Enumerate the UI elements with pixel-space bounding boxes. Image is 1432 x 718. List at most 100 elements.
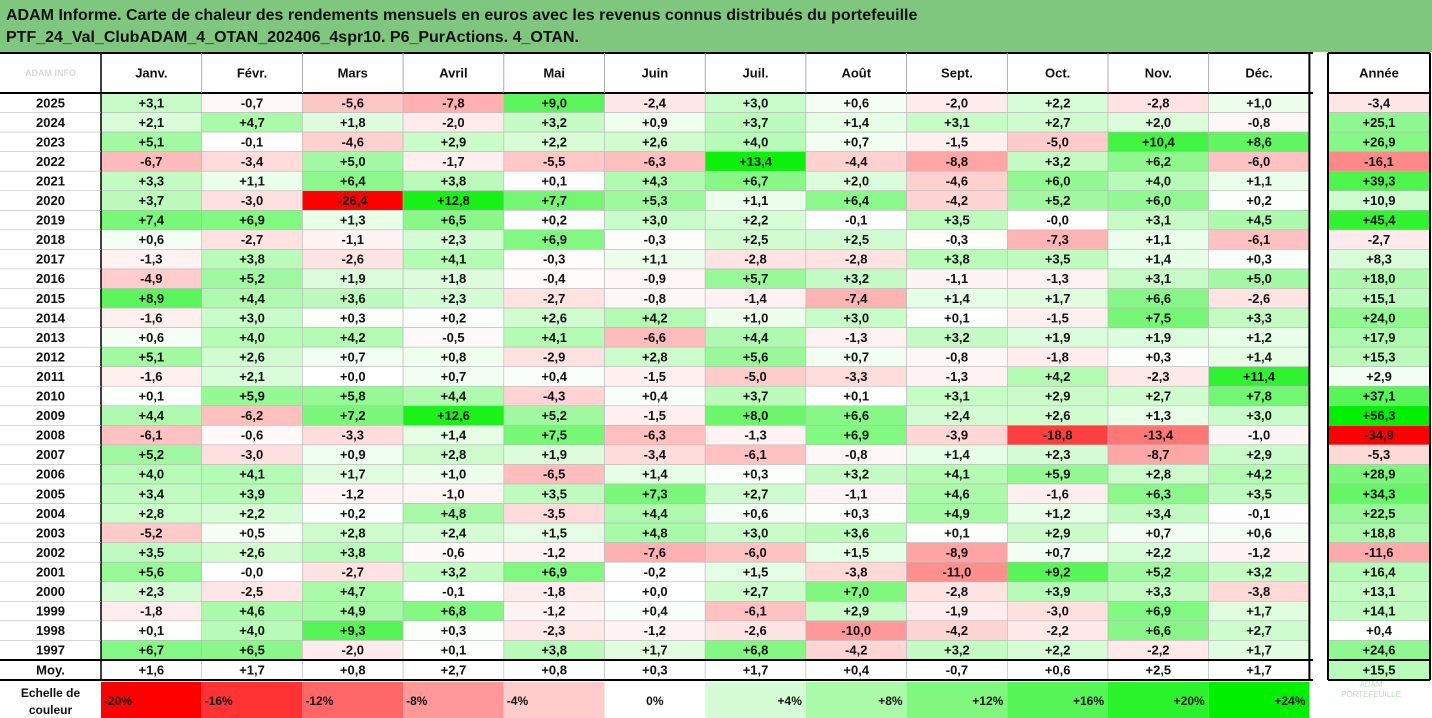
cell-value: +6,5: [441, 213, 467, 228]
cell-value: +0,7: [1146, 525, 1172, 540]
cell-value: -1,3: [845, 330, 867, 345]
cell-value: +1,4: [944, 447, 970, 462]
cell-value: -1,6: [140, 310, 162, 325]
cell-value: -1,2: [543, 545, 565, 560]
color-scale-stop: +4%: [778, 694, 803, 708]
annual-value: +22,5: [1363, 506, 1396, 521]
cell-value: -5,0: [744, 369, 766, 384]
cell-value: +1,1: [642, 252, 668, 267]
color-scale-swatch: [201, 681, 303, 718]
cell-value: +1,4: [1146, 252, 1172, 267]
cell-value: -1,3: [946, 369, 968, 384]
cell-value: +2,6: [642, 134, 668, 149]
average-label: Moy.: [36, 662, 65, 677]
cell-value: -7,6: [644, 545, 666, 560]
cell-value: -0,7: [241, 95, 263, 110]
cell-value: -1,9: [946, 604, 968, 619]
cell-value: -0,3: [644, 232, 666, 247]
cell-value: +2,5: [743, 232, 769, 247]
cell-value: +2,7: [743, 486, 769, 501]
cell-value: -6,1: [744, 604, 766, 619]
annual-value: +56,3: [1363, 408, 1396, 423]
cell-value: -0,5: [442, 330, 464, 345]
cell-value: +4,3: [642, 173, 668, 188]
cell-value: +0,7: [441, 369, 467, 384]
annual-value: +17,9: [1363, 330, 1396, 345]
color-scale-swatch: [503, 681, 605, 718]
cell-value: +3,7: [139, 193, 165, 208]
annual-value: +13,1: [1363, 584, 1396, 599]
cell-value: -3,4: [644, 447, 667, 462]
cell-value: +4,4: [139, 408, 165, 423]
annual-value: +0,4: [1366, 623, 1392, 638]
color-scale-swatch: [101, 681, 202, 718]
color-scale-swatch: [1007, 681, 1108, 718]
cell-value: +4,4: [441, 389, 467, 404]
cell-value: +3,5: [1246, 486, 1272, 501]
cell-value: -7,8: [442, 95, 464, 110]
cell-value: -0,4: [543, 271, 566, 286]
average-value: +1,6: [139, 662, 165, 677]
cell-value: -1,3: [744, 428, 766, 443]
cell-value: +4,4: [642, 506, 668, 521]
cell-value: +7,8: [1246, 389, 1272, 404]
color-scale-swatch: [1208, 681, 1310, 718]
cell-value: +3,2: [944, 330, 970, 345]
annual-value: +39,3: [1363, 173, 1396, 188]
cell-value: +3,1: [139, 95, 165, 110]
cell-value: +3,1: [944, 115, 970, 130]
column-header-10: Oct.: [1045, 66, 1070, 81]
row-label-2008: 2008: [36, 428, 65, 443]
cell-value: +7,7: [541, 193, 567, 208]
average-value: +0,8: [541, 662, 567, 677]
cell-value: -1,6: [140, 369, 162, 384]
column-header-8: Août: [841, 66, 871, 81]
cell-value: +3,2: [843, 467, 869, 482]
cell-value: +2,9: [1246, 447, 1272, 462]
cell-value: -0,3: [543, 252, 565, 267]
cell-value: +1,7: [1246, 604, 1272, 619]
cell-value: -6,7: [140, 154, 162, 169]
annual-value: +2,9: [1366, 369, 1392, 384]
cell-value: -7,3: [1046, 232, 1068, 247]
cell-value: -0,6: [241, 428, 263, 443]
cell-value: +3,8: [541, 643, 567, 658]
column-header-5: Mai: [543, 66, 565, 81]
cell-value: +6,7: [139, 643, 165, 658]
cell-value: +6,6: [1146, 623, 1172, 638]
cell-value: -6,1: [140, 428, 162, 443]
cell-value: +4,0: [139, 467, 165, 482]
cell-value: +4,9: [944, 506, 970, 521]
cell-value: +3,0: [642, 213, 668, 228]
cell-value: +1,4: [843, 115, 869, 130]
cell-value: +12,6: [437, 408, 470, 423]
cell-value: -2,6: [342, 252, 364, 267]
annual-value: -3,4: [1368, 95, 1391, 110]
cell-value: -2,8: [1147, 95, 1169, 110]
column-header-12: Déc.: [1245, 66, 1272, 81]
cell-value: +2,3: [139, 584, 165, 599]
row-label-2005: 2005: [36, 486, 65, 501]
cell-value: -1,6: [1046, 486, 1068, 501]
cell-value: -5,2: [140, 525, 162, 540]
cell-value: +6,0: [1045, 173, 1071, 188]
cell-value: +3,0: [239, 310, 265, 325]
row-label-2017: 2017: [36, 252, 65, 267]
cell-value: +1,0: [1246, 95, 1272, 110]
color-scale-swatch: [604, 681, 706, 718]
cell-value: +3,1: [1146, 213, 1172, 228]
annual-value: +34,3: [1363, 486, 1396, 501]
annual-value: +45,4: [1363, 213, 1397, 228]
cell-value: +6,8: [743, 643, 769, 658]
color-scale-swatch: [403, 681, 504, 718]
cell-value: +2,7: [1246, 623, 1272, 638]
annual-value: +24,0: [1363, 310, 1396, 325]
cell-value: +2,9: [1045, 525, 1071, 540]
cell-value: +3,0: [743, 95, 769, 110]
cell-value: +3,2: [1045, 154, 1071, 169]
cell-value: -2,5: [241, 584, 263, 599]
cell-value: +5,6: [139, 564, 165, 579]
cell-value: -6,1: [744, 447, 766, 462]
cell-value: -2,7: [342, 564, 364, 579]
chart-title: ADAM Informe. Carte de chaleur des rende…: [0, 0, 1432, 52]
